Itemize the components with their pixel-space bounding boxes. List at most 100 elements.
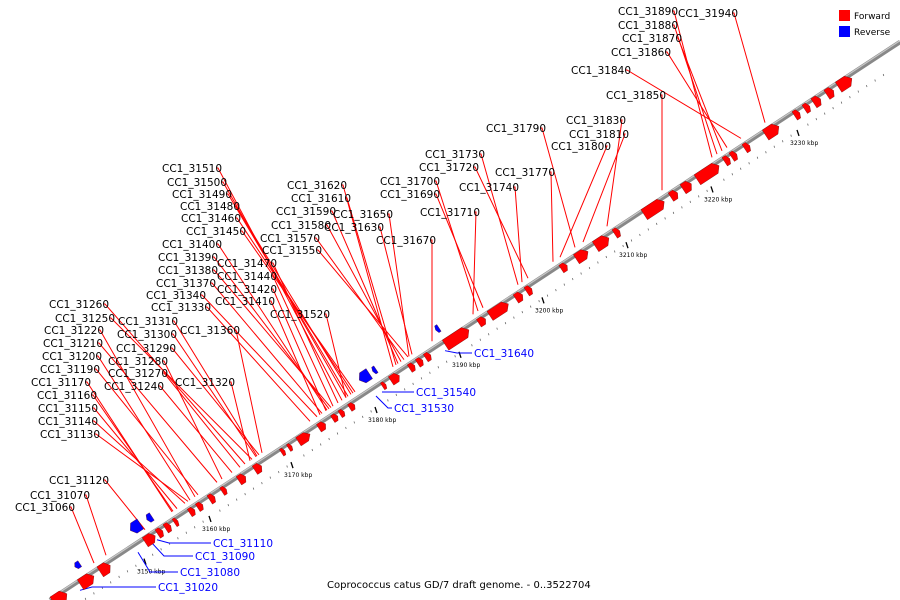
gene-label: CC1_31810	[569, 129, 629, 141]
minor-tick	[832, 106, 834, 110]
leader-line	[92, 420, 186, 504]
forward-gene	[171, 517, 180, 527]
leader-line	[200, 294, 318, 418]
forward-gene	[835, 75, 853, 93]
forward-gene	[693, 163, 720, 186]
minor-tick	[538, 300, 540, 303]
leader-line	[229, 381, 251, 461]
gene-label: CC1_31130	[40, 429, 100, 441]
forward-gene	[162, 522, 172, 534]
gene-label: CC1_31150	[38, 403, 98, 415]
minor-tick	[782, 140, 784, 143]
gene-label: CC1_31320	[175, 377, 235, 389]
gene-label: CC1_31500	[167, 177, 227, 189]
leader-line	[345, 197, 397, 366]
gene-label: CC1_31410	[215, 296, 275, 308]
gene-label: CC1_31610	[291, 193, 351, 205]
leader-line	[472, 211, 477, 315]
minor-tick	[723, 178, 725, 181]
minor-tick	[689, 200, 691, 203]
minor-tick	[647, 228, 649, 231]
gene-label: CC1_31650	[333, 209, 393, 221]
forward-gene	[512, 291, 524, 304]
forward-gene	[337, 409, 346, 418]
minor-tick	[227, 504, 229, 507]
minor-tick	[740, 167, 742, 170]
forward-gene	[380, 381, 388, 391]
minor-tick	[866, 84, 868, 88]
minor-tick	[118, 575, 120, 578]
major-tick	[208, 515, 212, 523]
minor-tick	[488, 333, 490, 336]
forward-gene	[49, 590, 68, 600]
minor-tick	[152, 553, 154, 556]
backbone-highlight	[49, 40, 900, 600]
gene-label: CC1_31940	[678, 8, 738, 20]
gene-label: CC1_31340	[146, 290, 206, 302]
minor-tick	[882, 73, 885, 77]
leader-line	[170, 347, 260, 456]
gene-blocks	[49, 75, 853, 600]
reverse-leader-line	[137, 551, 178, 573]
minor-tick	[580, 272, 582, 275]
minor-tick	[454, 355, 456, 358]
minor-tick	[521, 311, 523, 314]
minor-tick	[420, 377, 423, 380]
leader-lines	[69, 10, 766, 591]
gene-label: CC1_31330	[151, 302, 211, 314]
legend-reverse-swatch	[839, 26, 850, 37]
minor-tick	[639, 233, 641, 237]
gene-label: CC1_31880	[618, 20, 678, 32]
leader-line	[103, 479, 146, 530]
minor-tick	[698, 195, 700, 198]
minor-tick	[530, 305, 532, 308]
tick-label: 3220 kbp	[704, 196, 732, 203]
tick-label: 3170 kbp	[284, 472, 312, 479]
leader-line	[103, 303, 246, 465]
reverse-gene-label: CC1_31530	[394, 403, 454, 415]
gene-label: CC1_31160	[37, 390, 97, 402]
leader-line	[672, 10, 713, 158]
leader-line	[549, 171, 554, 262]
leader-line	[94, 433, 189, 502]
minor-tick	[824, 112, 826, 115]
leader-line	[216, 243, 328, 411]
minor-tick	[479, 338, 481, 341]
gene-label: CC1_31370	[156, 278, 216, 290]
major-tick	[625, 242, 629, 249]
tick-label: 3160 kbp	[202, 526, 230, 533]
leader-line	[98, 329, 196, 498]
forward-gene	[330, 413, 339, 423]
gene-label: CC1_31890	[618, 6, 678, 18]
major-tick	[143, 558, 147, 565]
minor-tick	[656, 222, 658, 226]
minor-tick	[353, 421, 355, 424]
reverse-leader-line	[151, 542, 193, 557]
forward-gene	[762, 123, 780, 141]
genome-caption: Coprococcus catus GD/7 draft genome. - 0…	[327, 580, 591, 591]
leader-line	[240, 230, 356, 393]
gene-label: CC1_31420	[217, 284, 277, 296]
minor-tick	[261, 481, 263, 485]
minor-tick	[320, 443, 322, 446]
minor-tick	[126, 570, 129, 573]
gene-label: CC1_31840	[571, 65, 631, 77]
forward-gene	[251, 463, 263, 475]
minor-tick	[546, 294, 549, 297]
leader-line	[97, 342, 218, 483]
leader-line	[234, 329, 263, 453]
leader-line	[582, 133, 626, 243]
minor-tick	[387, 399, 389, 402]
minor-tick	[563, 283, 565, 286]
reverse-gene	[130, 518, 144, 534]
minor-tick	[504, 322, 507, 325]
minor-tick	[370, 410, 372, 413]
forward-gene	[141, 533, 156, 548]
minor-tick	[471, 344, 473, 347]
minor-tick	[681, 206, 683, 209]
legend-reverse-label: Reverse	[854, 28, 891, 38]
forward-gene	[823, 87, 835, 100]
tick-label: 3230 kbp	[790, 140, 818, 147]
